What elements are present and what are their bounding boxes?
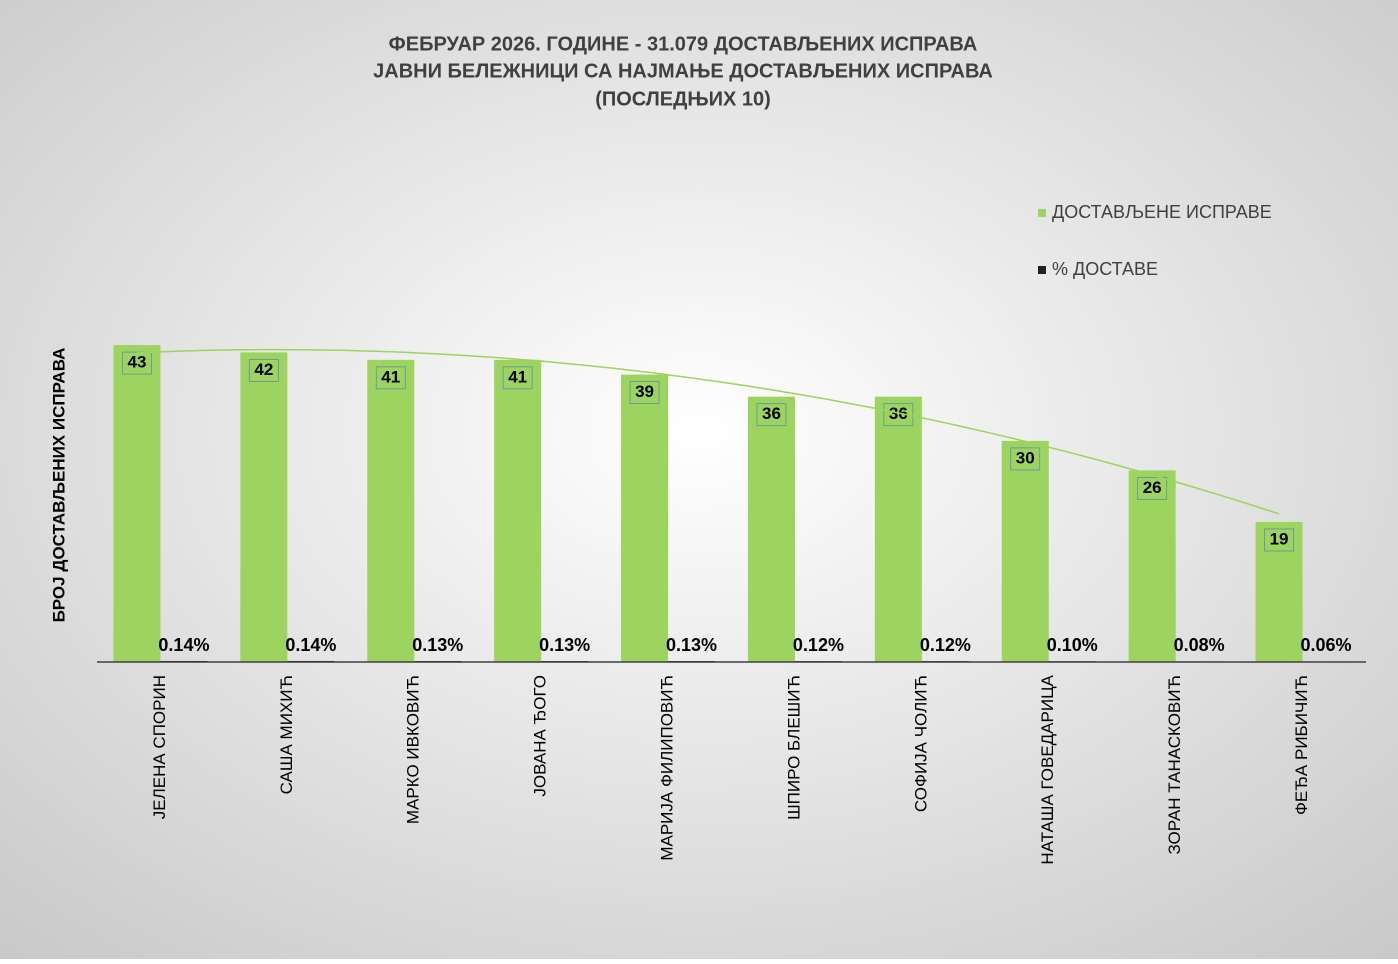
data-label: 0.06% (1301, 635, 1352, 655)
data-label: 0.14% (158, 635, 209, 655)
chart-title: (ПОСЛЕДЊИХ 10) (595, 88, 771, 110)
data-label: 41 (381, 367, 400, 386)
x-tick-label: ЈЕЛЕНА СПОРИН (150, 675, 169, 819)
trendline (136, 348, 1280, 515)
data-label-box (1137, 476, 1168, 500)
data-label: 0.13% (412, 635, 463, 655)
data-label: 26 (1143, 478, 1162, 497)
y-axis-label: БРОЈ ДОСТАВЉЕНИХ ИСПРАВА (49, 348, 68, 623)
data-label: 0.14% (285, 635, 336, 655)
data-label: 41 (508, 367, 527, 386)
legend-label: ДОСТАВЉЕНЕ ИСПРАВЕ (1052, 202, 1272, 222)
bar (747, 396, 795, 662)
data-label-box (756, 403, 787, 427)
bar (240, 352, 288, 662)
bar (1001, 440, 1049, 662)
data-label: 19 (1270, 529, 1289, 548)
bar (494, 359, 542, 662)
x-tick-label: ЗОРАН ТАНАСКОВИЋ (1165, 675, 1184, 855)
data-label-box (883, 403, 914, 427)
legend-swatch (1038, 266, 1046, 274)
data-label-box (1010, 447, 1041, 471)
data-label: 43 (127, 353, 146, 372)
data-label: 36 (762, 404, 781, 423)
data-label: 39 (635, 382, 654, 401)
x-tick-label: ЈОВАНА ЂОГО (531, 675, 550, 797)
legend-swatch (1038, 209, 1046, 217)
bar (367, 359, 415, 662)
data-label: 0.13% (539, 635, 590, 655)
data-label: 30 (1016, 448, 1035, 467)
bar (113, 345, 161, 662)
data-label: 0.12% (793, 635, 844, 655)
bar (1255, 521, 1303, 662)
data-label: 0.10% (1047, 635, 1098, 655)
data-label-box (629, 381, 660, 404)
data-label: 0.13% (666, 635, 717, 655)
x-tick-label: ФЕЂА РИБИЧИЋ (1292, 675, 1311, 815)
bar (1128, 470, 1176, 662)
bar (874, 396, 922, 662)
chart-title: ЈАВНИ БЕЛЕЖНИЦИ СА НАЈМАЊЕ ДОСТАВЉЕНИХ И… (373, 60, 993, 82)
x-tick-label: ШПИРО БЛЕШИЋ (784, 675, 803, 820)
x-tick-label: МАРКО ИВКОВИЋ (404, 675, 423, 824)
chart-title: ФЕБРУАР 2026. ГОДИНЕ - 31.079 ДОСТАВЉЕНИ… (389, 33, 978, 55)
x-tick-label: САША МИХИЋ (277, 675, 296, 794)
legend-label: % ДОСТАВЕ (1052, 259, 1158, 279)
data-label-box (375, 366, 406, 390)
data-label-box (248, 359, 279, 382)
data-label: 0.12% (920, 635, 971, 655)
data-label: 42 (254, 360, 273, 379)
x-tick-label: НАТАША ГОВЕДАРИЦА (1038, 674, 1057, 864)
x-tick-label: МАРИЈА ФИЛИПОВИЋ (658, 675, 677, 861)
data-label-box (502, 366, 533, 390)
x-tick-label: СОФИЈА ЧОЛИЋ (911, 675, 930, 812)
data-label-box (1264, 528, 1294, 552)
bar (621, 374, 669, 662)
data-label: 0.08% (1174, 635, 1225, 655)
